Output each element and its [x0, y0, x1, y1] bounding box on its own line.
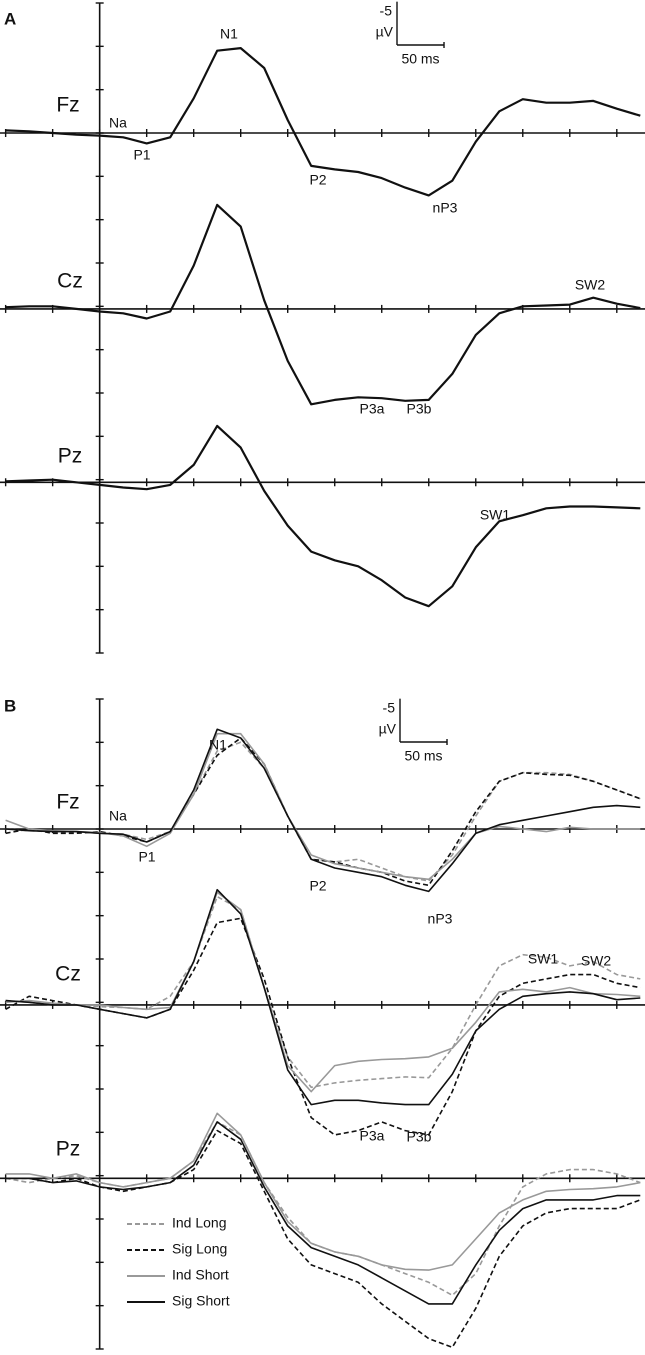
peak-label: SW2 — [581, 953, 612, 969]
channel-label: Fz — [56, 791, 79, 814]
legend-label: Sig Short — [172, 1293, 230, 1309]
scale-unit: µV — [379, 720, 397, 736]
waveform — [5, 47, 641, 197]
waveform — [5, 424, 641, 608]
peak-label: P2 — [309, 172, 326, 188]
peak-label: Na — [109, 808, 127, 824]
scale-label: 50 ms — [401, 51, 439, 67]
peak-label: SW2 — [575, 277, 606, 293]
peak-label: nP3 — [428, 911, 453, 927]
peak-label: P3a — [360, 401, 385, 417]
peak-label: P2 — [309, 878, 326, 894]
scale-unit: µV — [376, 23, 394, 39]
peak-label: N1 — [220, 26, 238, 42]
peak-label: Na — [109, 115, 127, 131]
peak-label: SW1 — [480, 507, 511, 523]
channel-label: Cz — [55, 963, 81, 986]
waveform — [5, 1112, 641, 1271]
scale-label: -5 — [383, 699, 396, 715]
peak-label: P1 — [138, 849, 155, 865]
channel-label: Cz — [57, 270, 83, 293]
legend-label: Ind Short — [172, 1267, 229, 1283]
waveform — [5, 1121, 641, 1305]
waveform — [5, 888, 641, 1106]
scale-label: -5 — [380, 2, 393, 18]
channel-label: Pz — [58, 445, 83, 468]
panel-label: B — [4, 696, 16, 715]
waveform — [5, 203, 641, 406]
waveform — [5, 917, 641, 1136]
panel-label: A — [4, 9, 16, 28]
waveform — [5, 1121, 641, 1297]
waveform — [5, 732, 641, 881]
channel-label: Pz — [56, 1138, 81, 1161]
waveform — [5, 891, 641, 1093]
waveform — [5, 728, 641, 893]
waveform — [5, 1129, 641, 1349]
peak-label: N1 — [209, 737, 227, 753]
waveform — [5, 895, 641, 1089]
channel-label: Fz — [56, 94, 79, 117]
legend-label: Ind Long — [172, 1215, 227, 1231]
peak-label: P3b — [407, 401, 432, 417]
peak-label: P3a — [360, 1128, 385, 1144]
peak-label: SW1 — [528, 951, 559, 967]
legend-label: Sig Long — [172, 1241, 227, 1257]
peak-label: P3b — [407, 1129, 432, 1145]
peak-label: nP3 — [433, 200, 458, 216]
peak-label: P1 — [133, 147, 150, 163]
scale-label: 50 ms — [404, 748, 442, 764]
